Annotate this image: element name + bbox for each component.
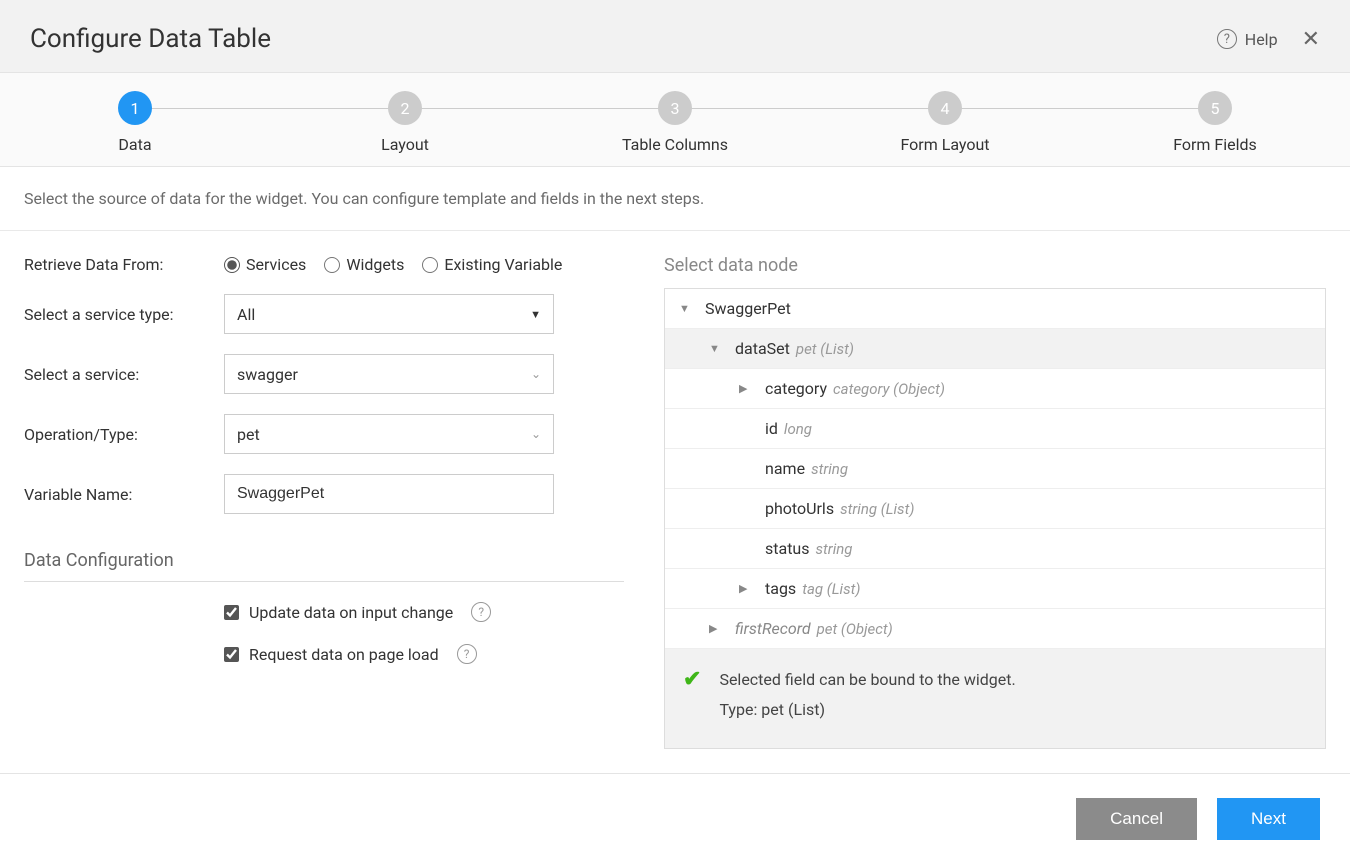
variable-name-row: Variable Name: (24, 474, 624, 514)
tree-node-category[interactable]: ▶ category category (Object) (665, 369, 1325, 409)
operation-label: Operation/Type: (24, 425, 224, 444)
radio-existing-variable-input[interactable] (422, 257, 438, 273)
form-column: Retrieve Data From: Services Widgets Exi… (24, 255, 624, 749)
step-form-layout[interactable]: 4 Form Layout (810, 91, 1080, 154)
service-type-row: Select a service type: All (24, 294, 624, 334)
request-on-load-row: Request data on page load ? (224, 644, 624, 664)
header-actions: ? Help ✕ (1217, 27, 1320, 52)
tree-selection-info: ✔ Selected field can be bound to the wid… (665, 649, 1325, 748)
retrieve-data-radio-group: Services Widgets Existing Variable (224, 255, 562, 274)
variable-name-input-wrap (224, 474, 554, 514)
variable-name-input[interactable] (237, 485, 541, 503)
service-type-select[interactable]: All (224, 294, 554, 334)
caret-down-icon: ▼ (679, 302, 695, 315)
step-layout[interactable]: 2 Layout (270, 91, 540, 154)
tree-node-dataset[interactable]: ▼ dataSet pet (List) (665, 329, 1325, 369)
update-on-change-row: Update data on input change ? (224, 602, 624, 622)
data-node-column: Select data node ▼ SwaggerPet ▼ dataSet … (664, 255, 1326, 749)
chevron-down-icon: ⌄ (531, 367, 541, 381)
dialog-title: Configure Data Table (30, 24, 271, 54)
selection-info-line2: Type: pet (List) (719, 695, 1015, 725)
wizard-stepper: 1 Data 2 Layout 3 Table Columns 4 Form L… (0, 73, 1350, 167)
radio-widgets-input[interactable] (324, 257, 340, 273)
help-icon: ? (1217, 29, 1237, 49)
operation-select[interactable]: pet ⌄ (224, 414, 554, 454)
close-icon[interactable]: ✕ (1302, 27, 1320, 52)
step-label: Form Layout (810, 135, 1080, 154)
selection-info-line1: Selected field can be bound to the widge… (719, 665, 1015, 695)
caret-right-icon: ▶ (709, 622, 725, 635)
tree-node-photourls[interactable]: photoUrls string (List) (665, 489, 1325, 529)
caret-down-icon: ▼ (709, 342, 725, 355)
step-number: 5 (1198, 91, 1232, 125)
tree-node-name[interactable]: name string (665, 449, 1325, 489)
retrieve-data-label: Retrieve Data From: (24, 255, 224, 274)
radio-services-input[interactable] (224, 257, 240, 273)
dialog-footer: Cancel Next (0, 773, 1350, 864)
caret-right-icon: ▶ (739, 582, 755, 595)
dialog-header: Configure Data Table ? Help ✕ (0, 0, 1350, 73)
help-label: Help (1245, 30, 1278, 49)
caret-right-icon: ▶ (739, 382, 755, 395)
radio-widgets[interactable]: Widgets (324, 255, 404, 274)
request-on-load-checkbox[interactable] (224, 647, 239, 662)
service-label: Select a service: (24, 365, 224, 384)
step-number: 2 (388, 91, 422, 125)
dialog-body: Retrieve Data From: Services Widgets Exi… (0, 231, 1350, 773)
update-on-change-checkbox[interactable] (224, 605, 239, 620)
request-on-load-label: Request data on page load (249, 645, 439, 664)
help-icon[interactable]: ? (457, 644, 477, 664)
data-node-tree: ▼ SwaggerPet ▼ dataSet pet (List) ▶ cate… (664, 288, 1326, 749)
service-type-label: Select a service type: (24, 305, 224, 324)
step-description: Select the source of data for the widget… (0, 167, 1350, 231)
next-button[interactable]: Next (1217, 798, 1320, 840)
step-number: 4 (928, 91, 962, 125)
step-label: Layout (270, 135, 540, 154)
step-data[interactable]: 1 Data (0, 91, 270, 154)
help-button[interactable]: ? Help (1217, 29, 1278, 49)
radio-services[interactable]: Services (224, 255, 306, 274)
cancel-button[interactable]: Cancel (1076, 798, 1197, 840)
chevron-down-icon: ⌄ (531, 427, 541, 441)
service-row: Select a service: swagger ⌄ (24, 354, 624, 394)
radio-existing-variable[interactable]: Existing Variable (422, 255, 562, 274)
tree-node-status[interactable]: status string (665, 529, 1325, 569)
service-select[interactable]: swagger ⌄ (224, 354, 554, 394)
update-on-change-label: Update data on input change (249, 603, 453, 622)
step-table-columns[interactable]: 3 Table Columns (540, 91, 810, 154)
data-configuration-header: Data Configuration (24, 534, 624, 582)
help-icon[interactable]: ? (471, 602, 491, 622)
check-ok-icon: ✔ (683, 667, 701, 692)
tree-node-firstrecord[interactable]: ▶ firstRecord pet (Object) (665, 609, 1325, 649)
step-label: Form Fields (1080, 135, 1350, 154)
tree-node-tags[interactable]: ▶ tags tag (List) (665, 569, 1325, 609)
tree-node-id[interactable]: id long (665, 409, 1325, 449)
variable-name-label: Variable Name: (24, 485, 224, 504)
retrieve-data-row: Retrieve Data From: Services Widgets Exi… (24, 255, 624, 274)
step-label: Data (0, 135, 270, 154)
operation-row: Operation/Type: pet ⌄ (24, 414, 624, 454)
step-form-fields[interactable]: 5 Form Fields (1080, 91, 1350, 154)
select-data-node-title: Select data node (664, 255, 1326, 276)
configure-data-table-dialog: Configure Data Table ? Help ✕ 1 Data 2 L… (0, 0, 1350, 864)
step-label: Table Columns (540, 135, 810, 154)
step-number: 3 (658, 91, 692, 125)
step-number: 1 (118, 91, 152, 125)
tree-node-root[interactable]: ▼ SwaggerPet (665, 289, 1325, 329)
